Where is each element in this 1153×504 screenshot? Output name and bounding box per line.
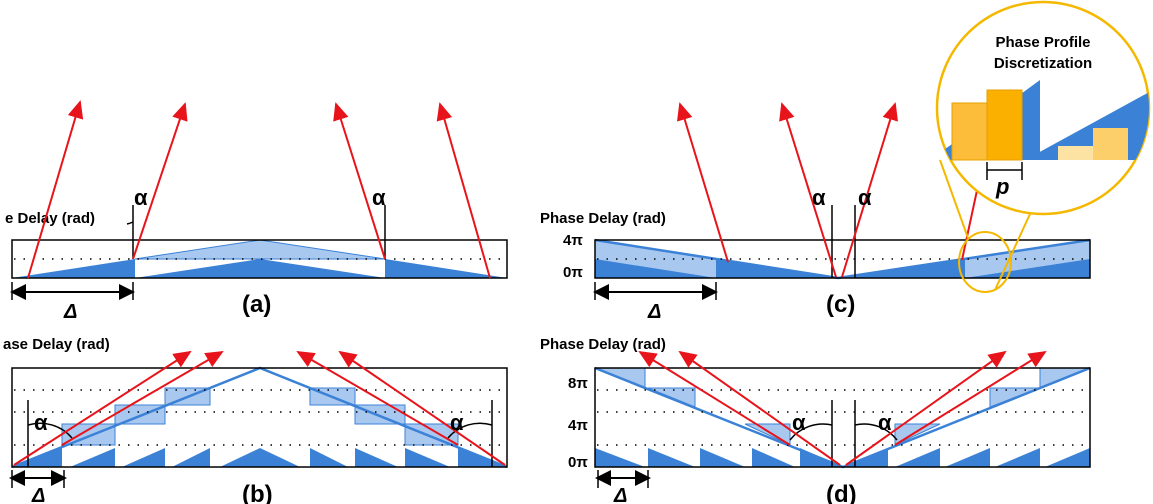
inset-title: Discretization <box>994 55 1092 72</box>
panel-d: Phase Delay (rad) 8π 4π 0π α α Δ (d) <box>540 336 1090 504</box>
ray <box>680 352 840 465</box>
profile <box>595 368 1090 467</box>
teeth <box>595 448 1090 467</box>
frame <box>595 368 1090 467</box>
delta: Δ <box>647 301 661 323</box>
step <box>62 424 115 445</box>
ray <box>895 352 1045 445</box>
inset-title: Phase Profile <box>995 34 1090 51</box>
pitch: p <box>995 174 1009 199</box>
profile <box>135 259 385 278</box>
alpha: α <box>372 185 386 210</box>
axis-label: ase Delay (rad) <box>3 336 110 353</box>
alpha: α <box>812 185 826 210</box>
tick-label: 8π <box>568 375 588 392</box>
delta: Δ <box>31 485 45 504</box>
axis-label: Phase Delay (rad) <box>540 210 666 227</box>
panel-a: e Delay (rad) α α Δ (a) <box>5 102 507 323</box>
alpha: α <box>858 185 872 210</box>
alpha: α <box>34 410 48 435</box>
caption: (c) <box>826 291 855 318</box>
ray <box>640 352 790 445</box>
axis-label: Phase Delay (rad) <box>540 336 666 353</box>
tick-label: 4π <box>568 417 588 434</box>
panel-c: Phase Delay (rad) 4π 0π α α Δ (c) p Phas… <box>540 2 1153 323</box>
ray <box>28 102 80 278</box>
axis-label: e Delay (rad) <box>5 210 95 227</box>
profile <box>135 240 385 259</box>
ray <box>440 104 490 278</box>
delta: Δ <box>63 301 77 323</box>
tick-label: 0π <box>563 264 583 281</box>
caption: (d) <box>826 481 857 504</box>
caption: (a) <box>242 291 271 318</box>
alpha: α <box>450 410 464 435</box>
ray <box>336 104 385 259</box>
teeth <box>12 448 507 467</box>
ray <box>680 104 728 262</box>
ray <box>133 104 185 259</box>
alpha: α <box>134 185 148 210</box>
angle <box>127 222 133 224</box>
panel-b: ase Delay (rad) α α Δ (b) <box>3 336 507 504</box>
tick-label: 4π <box>563 232 583 249</box>
caption: (b) <box>242 481 273 504</box>
ray <box>846 352 1005 465</box>
figure: e Delay (rad) α α Δ (a) ase Delay (rad) … <box>0 0 1153 504</box>
alpha: α <box>792 410 806 435</box>
delta: Δ <box>613 485 627 504</box>
ray <box>782 104 836 277</box>
tick-label: 0π <box>568 454 588 471</box>
alpha: α <box>878 410 892 435</box>
